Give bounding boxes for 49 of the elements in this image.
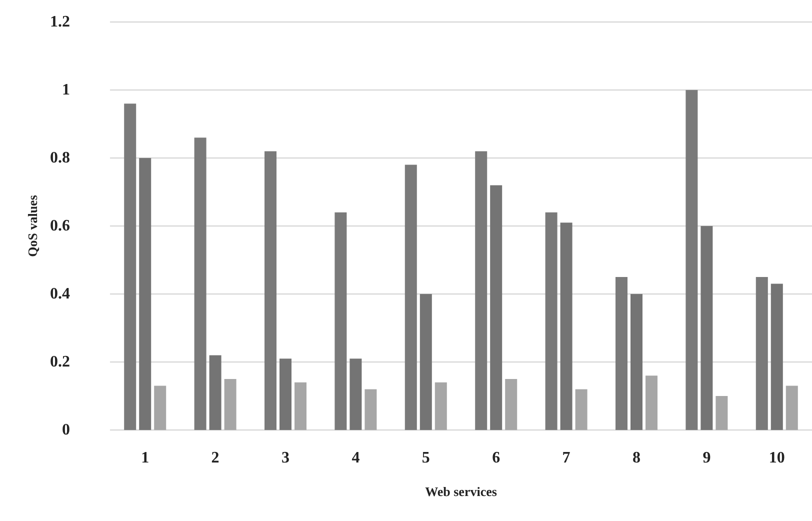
bar	[434, 382, 447, 430]
bar	[490, 185, 502, 430]
x-tick-label: 1	[141, 450, 150, 466]
x-tick-label: 5	[422, 450, 430, 466]
x-tick-label: 6	[492, 450, 500, 466]
bar	[756, 277, 768, 430]
y-tick-label: 0.2	[50, 354, 70, 370]
bar	[646, 376, 658, 430]
y-tick-label: 0.4	[50, 286, 70, 302]
x-tick-label: 10	[768, 450, 785, 466]
bar	[630, 294, 642, 430]
x-tick-label: 7	[562, 450, 570, 466]
y-tick-label: 1.2	[50, 14, 70, 30]
x-tick-label: 4	[352, 450, 360, 466]
bar	[280, 358, 292, 430]
bar	[209, 355, 222, 430]
bar	[420, 294, 432, 430]
x-tick-label: 2	[211, 450, 220, 466]
bar	[224, 379, 236, 430]
y-axis-title: QoS values	[25, 195, 40, 257]
bar	[364, 389, 377, 430]
bar	[545, 212, 558, 430]
bar	[560, 222, 572, 430]
bar	[575, 389, 588, 430]
bar	[786, 386, 798, 430]
bar	[294, 382, 306, 430]
bar	[700, 226, 713, 430]
bar	[350, 358, 362, 430]
bar	[194, 138, 206, 430]
x-tick-label: 3	[282, 450, 290, 466]
bar	[716, 396, 728, 430]
y-tick-label: 0.8	[50, 150, 70, 166]
bar	[616, 277, 628, 430]
bar	[686, 90, 698, 430]
bar	[505, 379, 518, 430]
bar	[475, 151, 488, 430]
x-tick-label: 8	[632, 450, 640, 466]
x-tick-label: 9	[702, 450, 711, 466]
bar	[139, 158, 152, 430]
bar	[770, 284, 783, 430]
y-tick-label: 1	[62, 82, 70, 98]
y-tick-label: 0	[62, 422, 70, 438]
bar	[124, 104, 136, 430]
y-tick-label: 0.6	[50, 218, 70, 234]
bar	[404, 164, 417, 430]
bar	[154, 386, 166, 430]
bar	[264, 151, 276, 430]
x-axis-title: Web services	[425, 484, 497, 499]
bar	[334, 212, 347, 430]
